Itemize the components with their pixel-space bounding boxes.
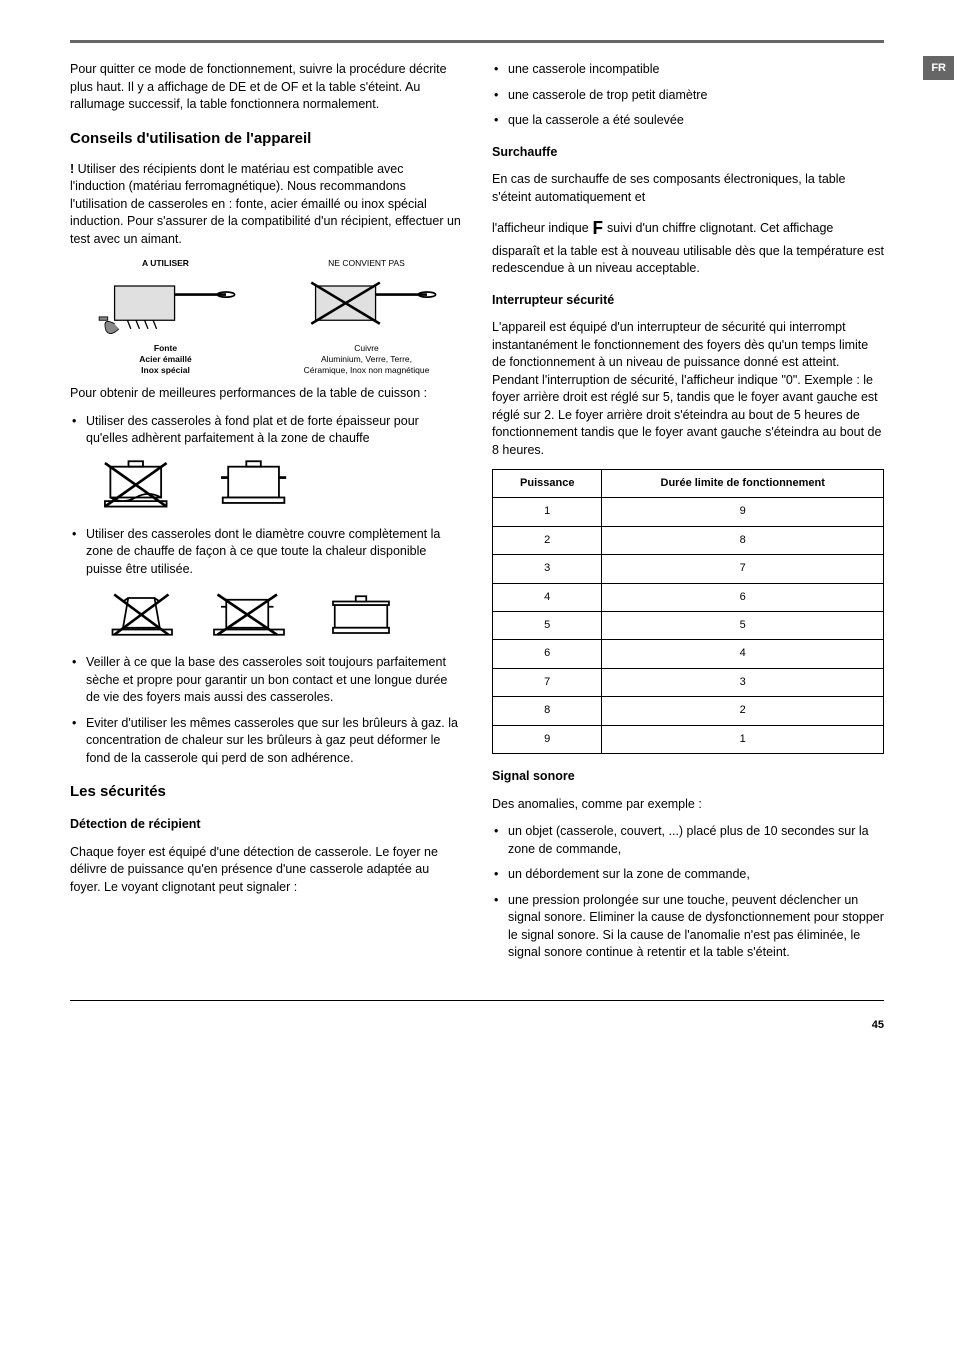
right-column: une casserole incompatible une casserole… [492, 61, 884, 972]
table-row: 46 [493, 583, 884, 611]
top-rule [70, 40, 884, 43]
perf-bullet-1-text: Utiliser des casseroles à fond plat et d… [86, 414, 419, 446]
heading-interrupteur: Interrupteur sécurité [492, 292, 884, 310]
intro-paragraph: Pour quitter ce mode de fonctionnement, … [70, 61, 462, 114]
power-table-body: 192837465564738291 [493, 498, 884, 754]
table-row: 82 [493, 697, 884, 725]
perf-intro: Pour obtenir de meilleures performances … [70, 385, 462, 403]
perf-bullet-2-text: Utiliser des casseroles dont le diamètre… [86, 527, 440, 576]
table-row: 73 [493, 668, 884, 696]
table-cell: 6 [493, 640, 602, 668]
table-cell: 4 [493, 583, 602, 611]
perf-bullet-1: Utiliser des casseroles à fond plat et d… [70, 413, 462, 512]
table-cell: 5 [602, 612, 884, 640]
compat-ok-box: A UTILISER Fonte Acier émaillé Inox spéc… [70, 258, 261, 375]
cause-1: une casserole incompatible [492, 61, 884, 79]
compat-ok-caption: Fonte Acier émaillé Inox spécial [70, 343, 261, 375]
table-row: 55 [493, 612, 884, 640]
bottom-rule [70, 1000, 884, 1001]
table-cell: 4 [602, 640, 884, 668]
table-cell: 8 [493, 697, 602, 725]
compat-ok-line2: Acier émaillé [139, 354, 191, 364]
table-cell: 6 [602, 583, 884, 611]
surchauffe-p1: En cas de surchauffe de ses composants é… [492, 171, 884, 206]
detection-causes-list: une casserole incompatible une casserole… [492, 61, 884, 130]
table-row: 19 [493, 498, 884, 526]
table-row: 28 [493, 526, 884, 554]
compat-text: Utiliser des récipients dont le matériau… [70, 162, 461, 246]
perf-bullet-4: Eviter d'utiliser les mêmes casseroles q… [70, 715, 462, 768]
compat-paragraph: ! Utiliser des récipients dont le matéri… [70, 161, 462, 249]
signal-2: un débordement sur la zone de commande, [492, 866, 884, 884]
table-cell: 1 [493, 498, 602, 526]
table-cell: 9 [493, 725, 602, 753]
table-cell: 3 [602, 668, 884, 696]
table-cell: 7 [493, 668, 602, 696]
table-header-row: Puissance Durée limite de fonctionnement [493, 470, 884, 498]
signal-list: un objet (casserole, couvert, ...) placé… [492, 823, 884, 962]
flat-bottom-icon [86, 454, 316, 512]
surchauffe-pre: l'afficheur indique [492, 221, 592, 235]
perf-list: Utiliser des casseroles à fond plat et d… [70, 413, 462, 768]
table-cell: 9 [602, 498, 884, 526]
power-table: Puissance Durée limite de fonctionnement… [492, 469, 884, 754]
page-number: 45 [70, 1019, 884, 1031]
display-f-icon: F [592, 218, 603, 240]
compat-bad-line2: Aluminium, Verre, Terre, [321, 354, 412, 364]
signal-3: une pression prolongée sur une touche, p… [492, 892, 884, 962]
columns: Pour quitter ce mode de fonctionnement, … [70, 61, 884, 972]
col-puissance: Puissance [493, 470, 602, 498]
perf-bullet-2: Utiliser des casseroles dont le diamètre… [70, 526, 462, 641]
heading-securites: Les sécurités [70, 781, 462, 802]
pot-ok-icon [81, 274, 251, 334]
table-cell: 8 [602, 526, 884, 554]
diameter-icon [86, 584, 426, 640]
cause-2: une casserole de trop petit diamètre [492, 87, 884, 105]
signal-intro: Des anomalies, comme par exemple : [492, 796, 884, 814]
table-cell: 1 [602, 725, 884, 753]
heading-conseils: Conseils d'utilisation de l'appareil [70, 128, 462, 149]
table-row: 64 [493, 640, 884, 668]
cause-3: que la casserole a été soulevée [492, 112, 884, 130]
detection-text: Chaque foyer est équipé d'une détection … [70, 844, 462, 897]
table-cell: 3 [493, 555, 602, 583]
compat-bad-title: NE CONVIENT PAS [271, 258, 462, 270]
heading-surchauffe: Surchauffe [492, 144, 884, 162]
page: FR Pour quitter ce mode de fonctionnemen… [0, 0, 954, 1061]
signal-1: un objet (casserole, couvert, ...) placé… [492, 823, 884, 858]
col-duree: Durée limite de fonctionnement [602, 470, 884, 498]
perf-bullet-3: Veiller à ce que la base des casseroles … [70, 654, 462, 707]
compat-bad-caption: Cuivre Aluminium, Verre, Terre, Céramiqu… [271, 343, 462, 375]
compat-diagram-row: A UTILISER Fonte Acier émaillé Inox spéc… [70, 258, 462, 375]
compat-ok-title: A UTILISER [70, 258, 261, 270]
table-row: 91 [493, 725, 884, 753]
left-column: Pour quitter ce mode de fonctionnement, … [70, 61, 462, 972]
compat-ok-line3: Inox spécial [141, 365, 190, 375]
table-row: 37 [493, 555, 884, 583]
table-cell: 7 [602, 555, 884, 583]
interrupteur-text: L'appareil est équipé d'un interrupteur … [492, 319, 884, 459]
table-cell: 5 [493, 612, 602, 640]
heading-signal: Signal sonore [492, 768, 884, 786]
table-cell: 2 [602, 697, 884, 725]
pot-bad-icon [282, 274, 452, 334]
language-tab: FR [923, 56, 954, 80]
compat-bad-line3: Céramique, Inox non magnétique [304, 365, 430, 375]
compat-bad-line1: Cuivre [354, 343, 379, 353]
compat-ok-line1: Fonte [154, 343, 177, 353]
compat-bad-box: NE CONVIENT PAS Cuivre Aluminium, Verre,… [271, 258, 462, 375]
surchauffe-p2: l'afficheur indique F suivi d'un chiffre… [492, 216, 884, 278]
heading-detection: Détection de récipient [70, 816, 462, 834]
table-cell: 2 [493, 526, 602, 554]
